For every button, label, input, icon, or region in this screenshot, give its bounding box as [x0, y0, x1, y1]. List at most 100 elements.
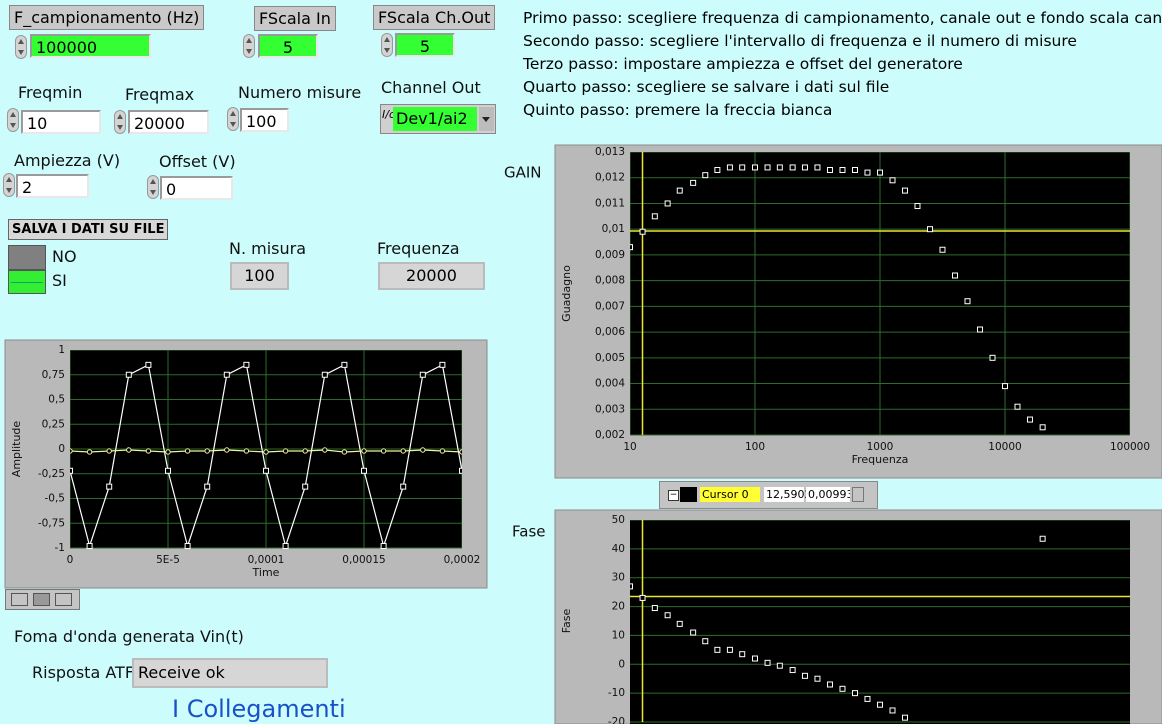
instruction: Quinto passo: premere la freccia bianca	[523, 101, 833, 119]
point	[726, 164, 733, 171]
cursor-name: Cursor 0	[700, 487, 760, 502]
point	[439, 448, 446, 454]
numeric-control[interactable]: 0	[160, 176, 233, 200]
point	[630, 244, 633, 251]
y-tick-label: 30	[612, 572, 625, 584]
palette-pan-tool[interactable]	[55, 593, 72, 606]
point	[630, 583, 633, 590]
numeric-control[interactable]: 100	[240, 108, 289, 132]
spinner[interactable]	[3, 173, 15, 197]
palette-cursor-tool[interactable]	[11, 593, 28, 606]
spinner[interactable]	[227, 107, 239, 131]
graph-palette[interactable]	[5, 589, 80, 610]
point	[964, 298, 971, 305]
y-axis-label: Fase	[560, 608, 573, 633]
y-tick-label: -20	[608, 716, 625, 724]
point	[204, 448, 210, 454]
y-tick-label: 0,006	[595, 326, 625, 338]
numeric-control[interactable]: 10	[21, 110, 101, 134]
graph: Fase 50 40 30 20 10 0 -10 -20 Fase	[512, 509, 1162, 724]
point	[126, 447, 132, 453]
dropdown-value: Dev1/ai2	[393, 107, 477, 131]
y-tick-label: -10	[608, 687, 625, 699]
numeric-control[interactable]: 5	[258, 34, 318, 58]
instruction: Secondo passo: scegliere l'intervallo di…	[523, 32, 1077, 50]
label: Ampiezza (V)	[14, 151, 121, 170]
y-tick-label: 0,004	[595, 378, 625, 390]
spinner[interactable]	[15, 35, 27, 59]
point	[204, 483, 211, 490]
x-axis-label: Time	[252, 566, 280, 579]
point	[302, 483, 309, 490]
point	[714, 646, 721, 653]
point	[184, 543, 191, 550]
point	[864, 695, 871, 702]
point	[902, 714, 909, 721]
collapse-button[interactable]: −	[668, 490, 679, 501]
point	[361, 467, 367, 474]
dropdown-arrow[interactable]	[479, 107, 494, 131]
numeric-control[interactable]: 20000	[128, 110, 209, 134]
caption: Foma d'onda generata Vin(t)	[14, 627, 244, 646]
y-tick-label: 0	[58, 443, 65, 455]
graph-title: Fase	[512, 523, 546, 541]
point	[989, 354, 996, 361]
cursor-move[interactable]	[852, 487, 864, 502]
numeric-control[interactable]: 2	[16, 174, 89, 198]
numeric-control[interactable]: 5	[395, 33, 455, 57]
point	[243, 361, 250, 368]
point	[86, 449, 93, 455]
instruction: Terzo passo: impostare ampiezza e offset…	[523, 55, 963, 73]
link[interactable]: I Collegamenti	[172, 695, 346, 723]
spinner[interactable]	[243, 34, 255, 58]
x-tick-label: 10000	[988, 441, 1021, 453]
point	[1039, 424, 1046, 431]
radio-button[interactable]	[8, 270, 46, 294]
y-tick-label: -0,5	[45, 493, 66, 505]
point	[814, 164, 821, 171]
point	[789, 667, 796, 674]
spinner[interactable]	[147, 175, 159, 199]
y-tick-label: 0,25	[42, 418, 65, 430]
graph-title: GAIN	[504, 164, 542, 182]
numeric-control[interactable]: 100000	[30, 34, 151, 58]
cursor-legend[interactable]: − Cursor 0 12,5902 0,00993	[659, 481, 878, 509]
point	[380, 543, 387, 550]
y-axis-label: Guadagno	[560, 265, 573, 322]
point	[752, 655, 758, 662]
point	[664, 612, 671, 619]
palette-zoom-tool[interactable]	[33, 593, 50, 606]
point	[764, 659, 771, 666]
y-tick-label: 0,011	[595, 197, 625, 209]
point	[877, 701, 883, 708]
y-tick-label: 0,01	[602, 223, 625, 235]
dropdown[interactable]: I/o Dev1/ai2	[380, 104, 496, 134]
label: Offset (V)	[159, 152, 236, 171]
spinner[interactable]	[381, 33, 393, 57]
y-tick-label: -0,75	[38, 517, 65, 529]
point	[459, 449, 462, 455]
spinner[interactable]	[7, 108, 19, 132]
point	[224, 447, 230, 453]
point	[263, 449, 269, 455]
point	[1039, 535, 1046, 542]
spinner[interactable]	[114, 110, 126, 134]
point	[243, 448, 250, 454]
x-tick-label: 0,00015	[342, 554, 385, 566]
graph: 10,750,50,250-0,25-0,5-0,75-10 5E-5 0,0001…	[4, 339, 488, 589]
x-tick-label: 1000	[867, 441, 894, 453]
cursor-y: 0,00993	[806, 487, 850, 502]
point	[752, 164, 758, 171]
point	[184, 448, 191, 454]
y-tick-label: 0,008	[595, 275, 625, 287]
cursor-style[interactable]	[680, 487, 697, 502]
radio-button[interactable]	[8, 245, 46, 270]
point	[341, 449, 348, 455]
point	[282, 543, 289, 550]
plot-area	[630, 520, 1130, 724]
point	[664, 200, 671, 207]
y-tick-label: 0,002	[595, 429, 625, 441]
x-tick-label: 5E-5	[156, 554, 180, 566]
